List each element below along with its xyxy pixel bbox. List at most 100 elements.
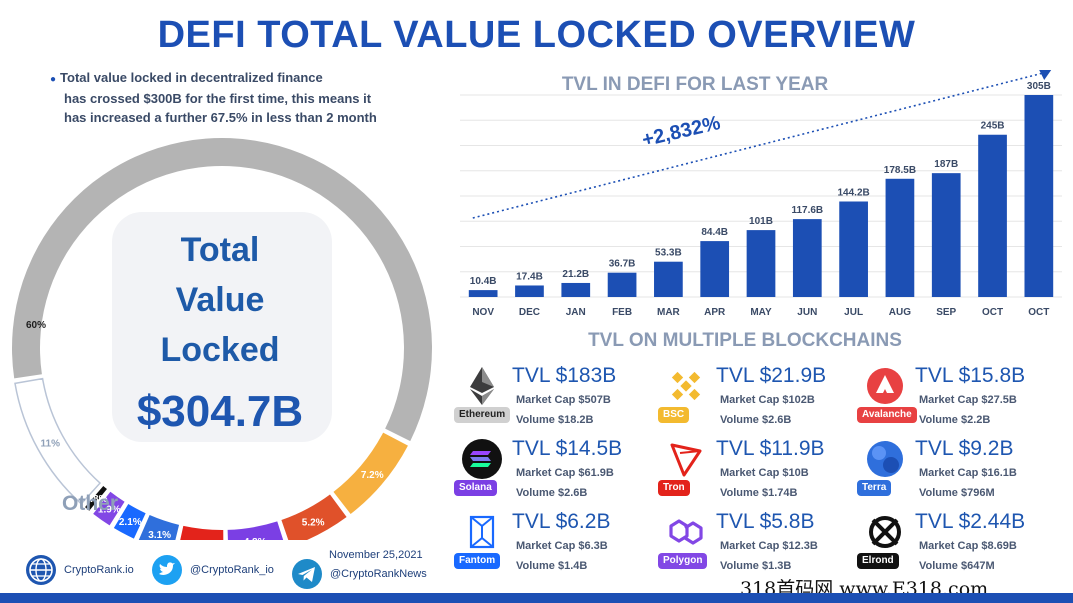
bar-4 [654, 261, 683, 297]
chain-card-elrond: Elrond TVL $2.44B Market Cap $8.69B Volume … [855, 510, 1055, 580]
chain-volume: Volume $18.2B [516, 414, 594, 426]
donut-slice-2 [281, 494, 347, 540]
chain-volume: Volume $1.3B [720, 560, 792, 572]
bar-value-label: 245B [981, 121, 1005, 132]
chains-title: TVL ON MULTIPLE BLOCKCHAINS [588, 330, 902, 351]
bar-5 [700, 241, 730, 297]
donut-slice-label: 5.2% [302, 518, 325, 529]
tvl-donut-chart: 60% 7.2% 5.2% 4.8% 3.9% 3.1% 2.1% 1.9%0.8% 11% [12, 138, 432, 540]
chain-volume: Volume $2.6B [720, 414, 792, 426]
chain-card-avalanche: Avalanche TVL $15.8B Market Cap $27.5B Volu… [855, 364, 1055, 434]
chain-card-fantom: Fantom TVL $6.2B Market Cap $6.3B Volume $1… [452, 510, 652, 580]
chain-market-cap: Market Cap $507B [516, 394, 611, 406]
other-label: Other [62, 492, 119, 515]
donut-slice-6 [113, 504, 146, 539]
bar-0 [468, 290, 498, 297]
footer-telegram-label: @CryptoRankNews [330, 568, 427, 580]
fantom-icon [452, 510, 512, 554]
donut-slice-label: 3.1% [148, 530, 171, 540]
tvl-bar-chart: 10.4B NOV 17.4B DEC 21.2B JAN 36.7B FEB 53.3B MAR… [460, 70, 1062, 318]
donut-slice-label: 4.8% [244, 537, 267, 540]
bar-12 [1024, 95, 1054, 297]
bar-value-label: 144.2B [837, 187, 869, 198]
chain-market-cap: Market Cap $27.5B [919, 394, 1017, 406]
donut-slice-5 [138, 514, 180, 540]
chain-card-tron: Tron TVL $11.9B Market Cap $10B Volume $1.7… [656, 437, 856, 507]
chain-card-bsc: BSC TVL $21.9B Market Cap $102B Volume $2.6… [656, 364, 856, 434]
tron-icon [656, 437, 716, 481]
footer-site-label: CryptoRank.io [64, 564, 134, 576]
twitter-icon [152, 555, 182, 585]
trend-arrow-line [472, 71, 1048, 219]
telegram-icon [292, 559, 322, 589]
bar-category-label: FEB [612, 307, 632, 318]
bar-9 [885, 178, 915, 297]
donut-slice-label: 3.9% [190, 539, 213, 540]
chain-tvl: TVL $9.2B [915, 437, 1014, 460]
chain-tvl: TVL $5.8B [716, 510, 815, 533]
chain-volume: Volume $2.6B [516, 487, 588, 499]
bar-1 [515, 285, 544, 297]
footer: CryptoRank.io @CryptoRank_io @CryptoRank… [0, 545, 460, 595]
bar-7 [792, 219, 822, 297]
donut-slice-label: 1.9% [98, 504, 121, 515]
donut-slice-8 [85, 485, 107, 511]
bar-category-label: NOV [472, 307, 494, 318]
intro-line-2: has crossed $300B for the first time, th… [64, 91, 372, 106]
bsc-icon [656, 364, 716, 408]
bar-value-label: 187B [934, 159, 958, 170]
footer-site[interactable]: CryptoRank.io [24, 553, 134, 587]
bar-value-label: 117.6B [791, 205, 823, 216]
chain-badge: Polygon [658, 553, 708, 569]
footer-twitter-label: @CryptoRank_io [190, 564, 274, 576]
terra-icon [855, 437, 915, 481]
bar-category-label: OCT [1028, 307, 1049, 318]
chain-volume: Volume $2.2B [919, 414, 991, 426]
page-title: DEFI TOTAL VALUE LOCKED OVERVIEW [157, 14, 916, 56]
chain-badge: Fantom [454, 553, 501, 569]
footer-telegram[interactable]: @CryptoRankNews [290, 557, 427, 591]
bar-category-label: DEC [519, 307, 540, 318]
bar-chart-title: TVL IN DEFI FOR LAST YEAR [561, 74, 829, 95]
chain-badge: Terra [857, 480, 892, 496]
bar-8 [839, 201, 868, 297]
bar-11 [978, 134, 1007, 297]
chain-market-cap: Market Cap $6.3B [516, 540, 608, 552]
elrond-icon [855, 510, 915, 554]
donut-slice-label: 2.1% [119, 517, 142, 528]
chain-tvl: TVL $6.2B [512, 510, 611, 533]
solana-icon [452, 437, 512, 481]
intro-text: ● Total value locked in decentralized fin… [50, 68, 430, 127]
bar-value-label: 53.3B [655, 248, 682, 259]
chain-volume: Volume $1.4B [516, 560, 588, 572]
bar-category-label: MAR [657, 307, 681, 318]
chain-market-cap: Market Cap $8.69B [919, 540, 1017, 552]
total-line-1: Total [180, 231, 260, 269]
chain-volume: Volume $796M [919, 487, 995, 499]
chain-badge: Ethereum [454, 407, 511, 423]
donut-slice-label: 60% [26, 320, 46, 331]
bar-3 [607, 272, 637, 297]
bar-value-label: 101B [749, 216, 773, 227]
donut-slice-label: 11% [41, 438, 61, 449]
chain-card-terra: Terra TVL $9.2B Market Cap $16.1B Volume $7… [855, 437, 1055, 507]
footer-twitter[interactable]: @CryptoRank_io [150, 553, 274, 587]
bar-value-label: 21.2B [562, 269, 589, 280]
bar-value-label: 84.4B [701, 227, 728, 238]
chain-volume: Volume $647M [919, 560, 995, 572]
donut-slice-label: 7.2% [361, 470, 384, 481]
intro-line-1: Total value locked in decentralized fina… [60, 70, 323, 85]
donut-slice-4 [180, 525, 224, 540]
chain-card-solana: Solana TVL $14.5B Market Cap $61.9B Volume … [452, 437, 652, 507]
chain-market-cap: Market Cap $12.3B [720, 540, 818, 552]
bar-value-label: 36.7B [609, 259, 636, 270]
bar-category-label: AUG [889, 307, 911, 318]
polygon-icon [656, 510, 716, 554]
bar-category-label: JUN [797, 307, 817, 318]
bar-value-label: 178.5B [884, 165, 916, 176]
donut-slice-label: 0.8% [85, 494, 108, 505]
chain-tvl: TVL $11.9B [716, 437, 825, 460]
bar-value-label: 305B [1027, 81, 1051, 92]
chain-card-ethereum: Ethereum TVL $183B Market Cap $507B Volume … [452, 364, 652, 434]
bar-category-label: SEP [936, 307, 956, 318]
